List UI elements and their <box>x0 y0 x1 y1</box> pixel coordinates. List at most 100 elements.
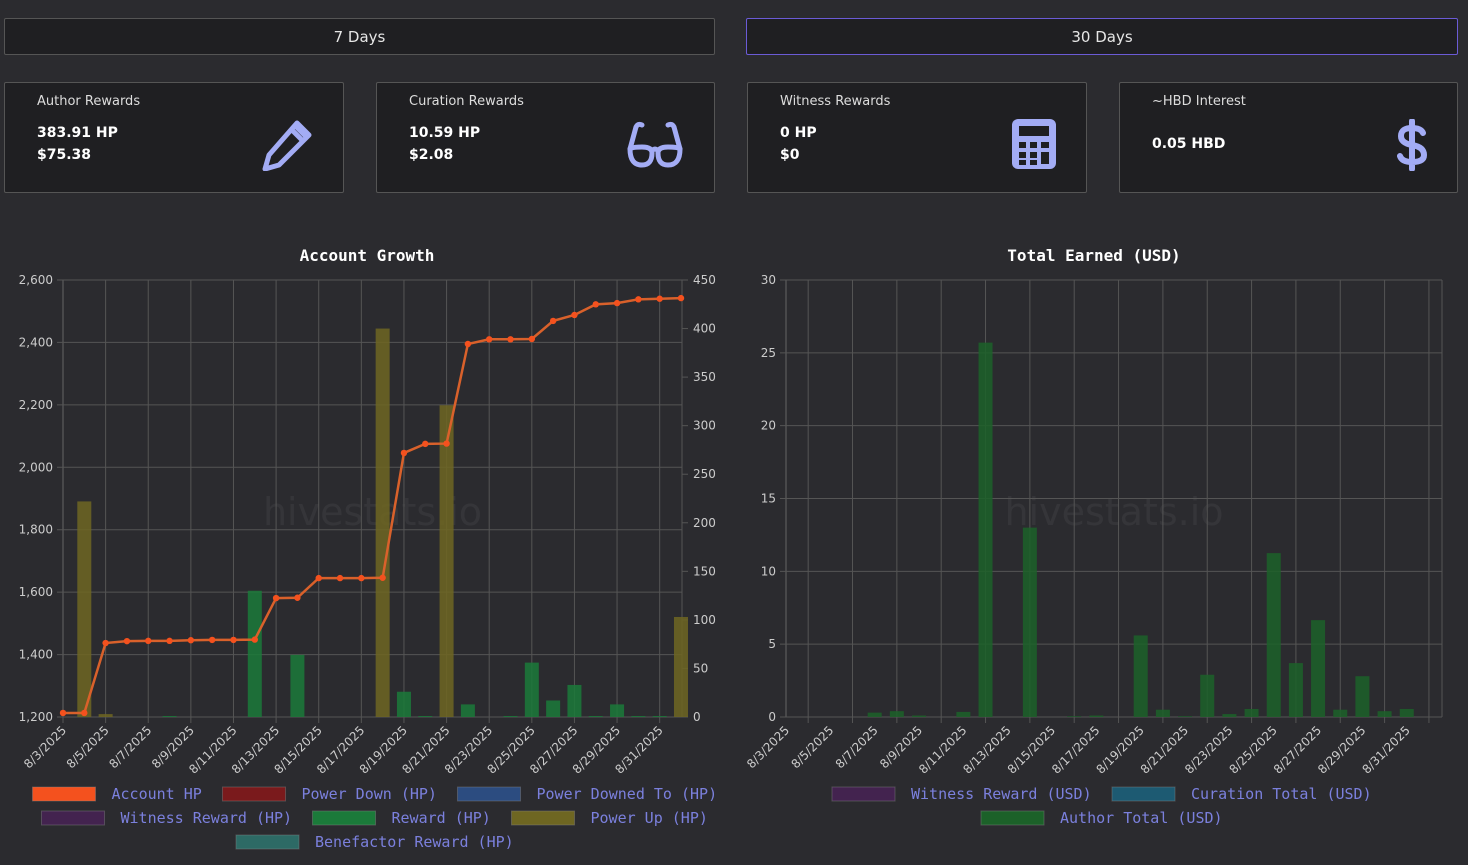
bar <box>1200 674 1215 717</box>
pencil-icon <box>262 120 312 171</box>
point <box>358 574 365 582</box>
legend-label: Power Downed To (HP) <box>537 785 718 803</box>
y2-tick-label: 250 <box>693 467 716 481</box>
point <box>102 639 109 647</box>
bar <box>567 684 582 717</box>
y2-tick-label: 0 <box>693 710 701 724</box>
point <box>635 296 642 303</box>
y2-tick-label: 50 <box>693 661 708 675</box>
bar <box>1311 620 1326 717</box>
x-tick-label: 8/3/2025 <box>21 723 69 771</box>
bar <box>912 715 927 717</box>
bar <box>956 711 971 717</box>
card-value: 0 HP <box>780 125 817 141</box>
legend-swatch <box>457 786 521 802</box>
bar <box>1067 716 1082 717</box>
point <box>315 574 322 582</box>
bar <box>1377 711 1392 717</box>
point <box>379 574 386 581</box>
legend-label: Account HP <box>112 785 202 803</box>
legend-swatch <box>41 810 105 826</box>
legend-label: Witness Reward (HP) <box>121 809 293 827</box>
point <box>81 709 88 717</box>
legend-swatch <box>980 810 1045 826</box>
point <box>443 440 450 447</box>
watermark: hivestats.io <box>1004 490 1223 534</box>
y2-tick-label: 400 <box>693 322 716 336</box>
legend-swatch <box>831 786 896 802</box>
bar <box>1333 709 1348 717</box>
stat-card: Witness Rewards 0 HP $0 <box>747 82 1087 193</box>
point <box>486 336 493 343</box>
calculator-icon <box>1012 119 1056 169</box>
y2-tick-label: 450 <box>693 273 716 287</box>
range-button[interactable]: 30 Days <box>746 18 1458 55</box>
bar <box>290 654 305 717</box>
legend-label: Benefactor Reward (HP) <box>315 833 514 851</box>
dollar-icon <box>1397 119 1427 171</box>
bar <box>610 704 625 717</box>
x-tick-label: 8/31/2025 <box>1359 723 1412 776</box>
bar <box>546 700 561 717</box>
y-tick-label: 1,200 <box>19 710 53 724</box>
point <box>272 594 280 602</box>
card-value: 0.05 HBD <box>1152 136 1226 152</box>
stat-card: Curation Rewards 10.59 HP $2.08 <box>376 82 715 193</box>
point <box>123 637 131 645</box>
card-value: $0 <box>780 147 800 163</box>
legend-label: Author Total (USD) <box>1060 809 1223 827</box>
bar <box>1178 716 1193 717</box>
point <box>251 636 258 643</box>
point <box>571 311 578 319</box>
y-tick-label: 30 <box>761 273 776 287</box>
legend-label: Power Down (HP) <box>302 785 437 803</box>
point <box>208 636 216 644</box>
bar <box>98 714 113 717</box>
legend-swatch <box>312 810 376 826</box>
legend-label: Power Up (HP) <box>591 809 708 827</box>
bar <box>439 405 454 717</box>
point <box>549 317 557 325</box>
legend-label: Reward (HP) <box>392 809 491 827</box>
point <box>422 440 429 448</box>
y2-tick-label: 300 <box>693 419 716 433</box>
point <box>59 709 67 717</box>
legend-label: Witness Reward (USD) <box>911 785 1092 803</box>
y-tick-label: 25 <box>761 346 776 360</box>
point <box>187 637 195 644</box>
range-button[interactable]: 7 Days <box>4 18 715 55</box>
x-tick-label: 8/5/2025 <box>64 723 112 771</box>
y-tick-label: 2,600 <box>19 273 53 287</box>
point <box>592 301 599 308</box>
y-tick-label: 20 <box>761 419 776 433</box>
card-value: 383.91 HP <box>37 125 118 141</box>
y-tick-label: 10 <box>761 564 776 578</box>
point <box>400 449 408 457</box>
x-tick-label: 8/3/2025 <box>744 723 792 771</box>
bar <box>1266 553 1281 717</box>
y-tick-label: 2,200 <box>19 398 53 412</box>
bar <box>375 328 390 717</box>
bar <box>1133 635 1148 717</box>
point <box>464 340 472 348</box>
x-tick-label: 8/7/2025 <box>833 723 881 771</box>
bar <box>978 342 993 717</box>
bar <box>396 691 411 717</box>
card-value: 10.59 HP <box>409 125 481 141</box>
y2-tick-label: 200 <box>693 516 716 530</box>
bar <box>1244 708 1259 717</box>
y2-tick-label: 150 <box>693 564 716 578</box>
chart-title: Account Growth <box>300 246 435 265</box>
glasses-icon <box>627 121 683 168</box>
bar <box>631 716 646 717</box>
bar <box>1089 715 1104 717</box>
bar <box>418 716 433 717</box>
bar <box>588 716 603 717</box>
card-value: $2.08 <box>409 147 454 163</box>
point <box>507 336 514 343</box>
card-title: Curation Rewards <box>409 94 524 109</box>
legend-swatch <box>235 834 300 850</box>
point <box>613 299 621 307</box>
y-tick-label: 2,400 <box>19 335 53 349</box>
